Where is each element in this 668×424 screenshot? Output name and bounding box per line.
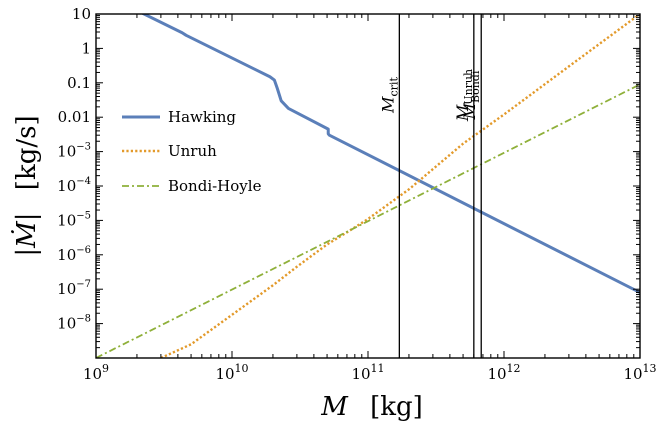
x-tick-label: 1010 — [215, 362, 248, 383]
y-axis-symbol: |Ṁ| — [11, 212, 42, 256]
legend-label-bondi-hoyle: Bondi-Hoyle — [168, 177, 262, 195]
y-tick-label: 0.1 — [67, 74, 91, 92]
y-tick-label: 0.01 — [58, 108, 91, 126]
series-line-bondi-hoyle — [96, 83, 640, 358]
legend-label-hawking: Hawking — [168, 108, 236, 126]
y-tick-label: 10−7 — [57, 279, 91, 298]
y-tick-label: 1 — [81, 39, 91, 57]
x-axis-symbol: M — [320, 392, 349, 422]
x-axis-title: M [kg] — [320, 392, 423, 422]
y-tick-label: 10 — [72, 5, 91, 23]
series-line-hawking — [141, 14, 640, 294]
vertical-line-label-crit: Mcrit — [378, 77, 400, 114]
y-tick-label: 10−6 — [57, 245, 91, 264]
legend-label-unruh: Unruh — [168, 142, 217, 160]
y-tick-label: 10−3 — [57, 142, 91, 161]
x-tick-label: 1012 — [487, 362, 520, 383]
x-tick-label: 109 — [83, 362, 109, 383]
legend: Hawking Unruh Bondi-Hoyle — [122, 108, 262, 195]
x-tick-label: 1013 — [623, 362, 656, 383]
y-tick-label: 10−5 — [57, 210, 91, 229]
x-tick-label: 1011 — [351, 362, 384, 383]
x-axis-unit: [kg] — [370, 392, 423, 422]
y-axis-title: |Ṁ| [kg/s] — [11, 115, 42, 256]
vertical-line-label-bondi: MBondi — [460, 70, 482, 120]
series-layer — [96, 14, 640, 358]
y-tick-label: 10−4 — [57, 176, 91, 195]
vertical-line-label-unruh: MUnruh — [453, 69, 475, 122]
y-tick-label: 10−8 — [57, 314, 91, 333]
y-axis-unit: [kg/s] — [12, 115, 42, 190]
axis-ticks: 109 1010 1011 1012 1013 10 1 0.1 0.01 10−3 10−4 10−… — [57, 5, 656, 383]
